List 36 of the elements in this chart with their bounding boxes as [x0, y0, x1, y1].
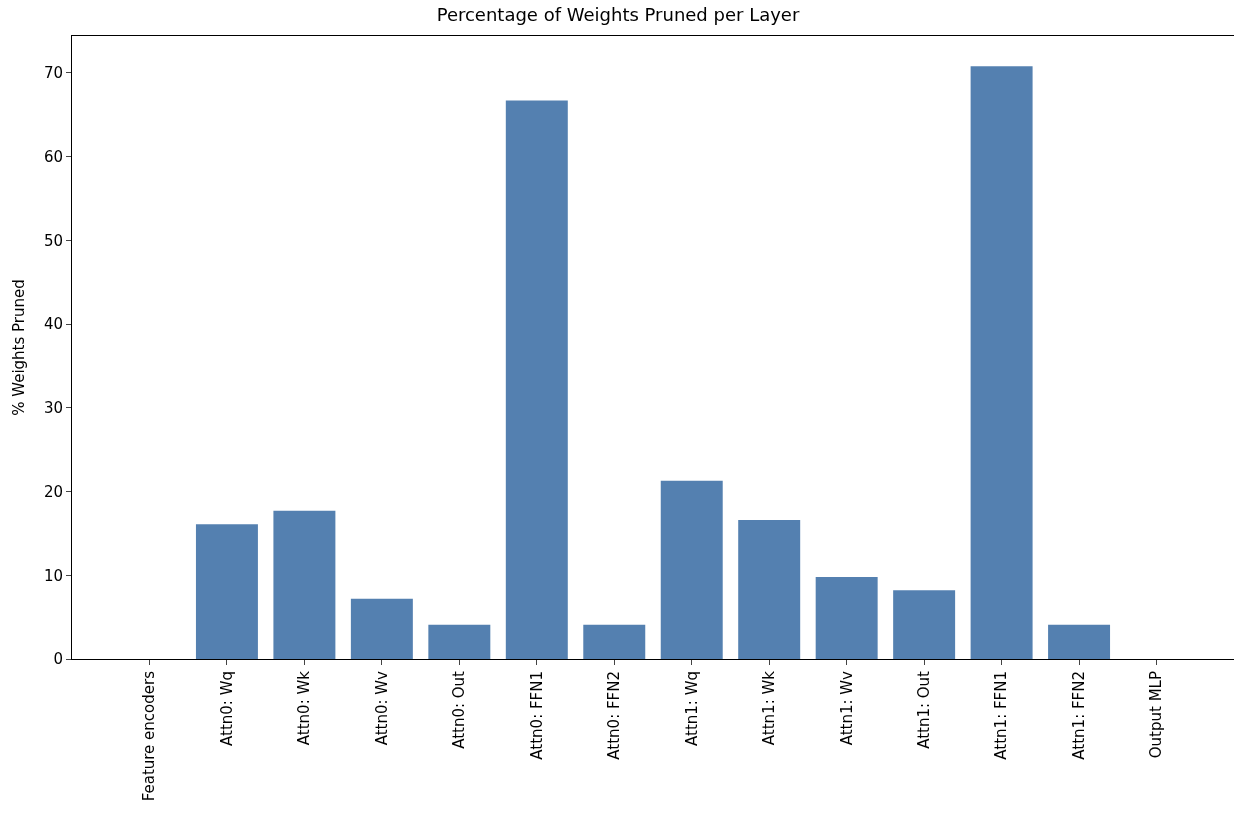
x-tick-label: Attn1: Wq	[682, 671, 701, 746]
bar	[970, 66, 1033, 659]
y-tick-label: 60	[43, 147, 63, 166]
x-tick-label: Attn0: Wv	[372, 670, 391, 746]
bar	[428, 624, 491, 659]
x-tick-label: Attn1: FFN2	[1069, 671, 1088, 760]
x-tick-label: Attn0: FFN1	[527, 671, 546, 760]
y-tick-label: 0	[53, 650, 63, 669]
y-tick-label: 20	[43, 482, 63, 501]
x-tick-label: Attn0: Wk	[295, 670, 314, 746]
x-tick-label: Attn0: FFN2	[605, 671, 624, 760]
bar	[195, 524, 258, 659]
x-tick-label: Attn1: Wk	[760, 670, 779, 746]
x-tick-label: Feature encoders	[140, 670, 159, 802]
y-tick-label: 10	[43, 566, 63, 585]
x-tick-label: Attn1: Wv	[837, 670, 856, 746]
y-tick-label: 30	[43, 399, 63, 418]
bar	[893, 590, 956, 659]
bar	[738, 520, 801, 659]
bar	[1048, 624, 1111, 659]
bar	[660, 480, 723, 659]
bar	[350, 598, 413, 659]
x-tick-label: Attn0: Out	[450, 670, 469, 749]
bar	[815, 576, 878, 659]
y-tick-label: 70	[43, 64, 63, 83]
y-axis-title: % Weights Pruned	[10, 279, 29, 416]
x-tick-label: Attn1: Out	[915, 670, 934, 749]
x-tick-label: Output MLP	[1147, 671, 1166, 759]
bar	[583, 624, 646, 659]
y-tick-label: 40	[43, 315, 63, 334]
bar	[273, 510, 336, 659]
x-tick-label: Attn1: FFN1	[992, 671, 1011, 760]
x-tick-label: Attn0: Wq	[217, 671, 236, 746]
bar	[505, 100, 568, 659]
chart-title: Percentage of Weights Pruned per Layer	[436, 3, 800, 25]
y-tick-label: 50	[43, 231, 63, 250]
